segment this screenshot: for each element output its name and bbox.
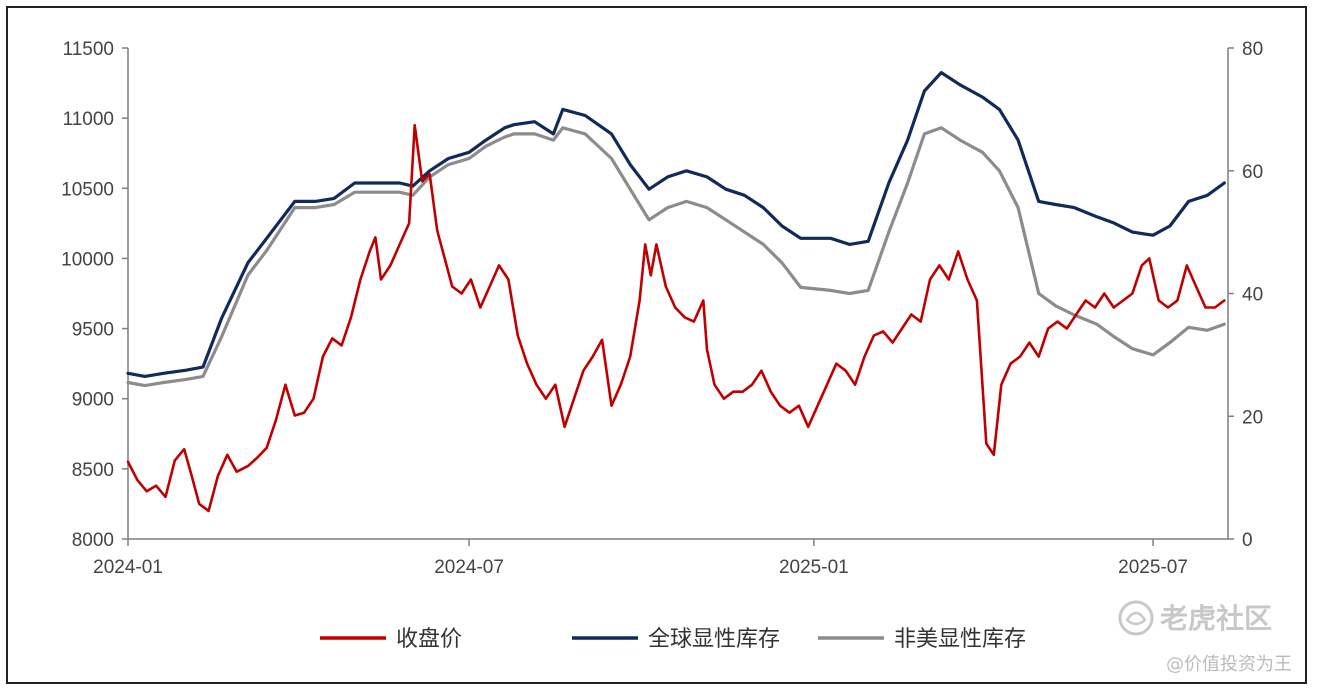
y-right-tick-label: 80: [1242, 39, 1263, 60]
tiger-logo-icon: [1118, 600, 1154, 636]
watermark: 老虎社区 @价值投资为王: [1118, 600, 1292, 675]
y-left-tick-label: 9000: [72, 390, 114, 411]
legend-label: 非美显性库存: [894, 627, 1026, 652]
watermark-brand: 老虎社区: [1160, 602, 1272, 635]
line-chart: 8000 8500 9000 9500 10000 10500 11000 11500 0 20 4…: [61, 39, 1292, 675]
watermark-handle: @价值投资为王: [1166, 654, 1292, 675]
x-tick-label: 2024-07: [434, 557, 504, 578]
legend: 收盘价 全球显性库存 非美显性库存: [320, 627, 1026, 652]
y-right-tick-label: 60: [1242, 162, 1263, 183]
y-left-tick-label: 10500: [61, 179, 114, 200]
y-left-tick-label: 11500: [63, 39, 114, 60]
chart-frame: 8000 8500 9000 9500 10000 10500 11000 11500 0 20 4…: [6, 6, 1307, 684]
legend-label: 收盘价: [396, 627, 462, 652]
series-line-close-price: [126, 123, 1226, 513]
x-tick-label: 2025-07: [1118, 557, 1188, 578]
x-tick-label: 2024-01: [93, 557, 163, 578]
y-right-tick-label: 0: [1242, 530, 1253, 551]
y-left-tick-label: 10000: [61, 249, 114, 270]
axes: 8000 8500 9000 9500 10000 10500 11000 11500 0 20 4…: [61, 39, 1263, 578]
series-layer: [126, 70, 1226, 513]
legend-label: 全球显性库存: [648, 627, 780, 652]
y-left-tick-label: 8500: [72, 460, 114, 481]
y-left-tick-label: 11000: [63, 109, 114, 130]
series-line-non-us-inventory: [126, 126, 1226, 388]
y-left-tick-label: 8000: [72, 530, 114, 551]
x-tick-label: 2025-01: [779, 557, 849, 578]
y-right-tick-label: 20: [1242, 407, 1263, 428]
series-line-global-inventory: [126, 70, 1226, 378]
y-right-tick-label: 40: [1242, 285, 1263, 306]
y-left-tick-label: 9500: [72, 320, 114, 341]
